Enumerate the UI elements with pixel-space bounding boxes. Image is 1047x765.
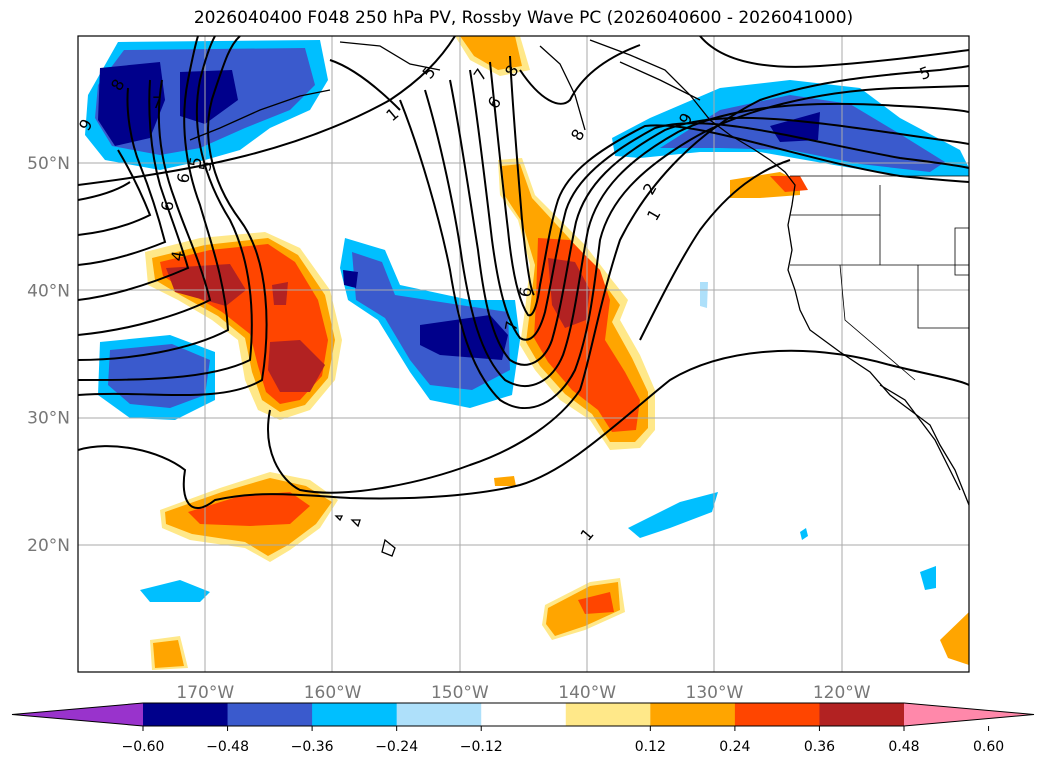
colorbar-segment — [227, 703, 313, 726]
negative-anomaly-west-subtropics — [98, 335, 215, 420]
state-borders — [790, 175, 969, 381]
negative-anomaly-small — [140, 282, 936, 602]
longitude-label: 160°W — [304, 683, 362, 703]
colorbar-segment — [565, 703, 651, 726]
colorbar-segment — [143, 703, 229, 726]
longitude-label: 150°W — [431, 683, 489, 703]
colorbar-extend-low — [12, 703, 143, 726]
colorbar-tick-label: 0.12 — [635, 739, 666, 755]
longitude-labels: 170°W 160°W 150°W 140°W 130°W 120°W — [176, 683, 870, 703]
colorbar-segment — [312, 703, 398, 726]
contour-label: 6 — [173, 171, 193, 184]
contour-label: 4 — [167, 249, 187, 262]
latitude-label: 50°N — [27, 154, 70, 174]
coastlines — [189, 39, 969, 557]
colorbar-segment — [396, 703, 482, 726]
latitude-label: 30°N — [27, 409, 70, 429]
colorbar — [11, 702, 1035, 727]
gridlines — [78, 36, 969, 672]
map-frame — [77, 35, 970, 673]
map-title: 2026040400 F048 250 hPa PV, Rossby Wave … — [193, 8, 854, 28]
map-plot-area: 8 7 6 5 1 5 7 8 6 8 9 6 5 4 9 2 1 6 7 1 … — [78, 36, 969, 672]
colorbar-segment — [819, 703, 905, 726]
contour-label: 5 — [195, 159, 215, 172]
contour-label: 6 — [157, 199, 177, 212]
longitude-label: 130°W — [686, 683, 744, 703]
colorbar-tick-label: 0.36 — [804, 739, 835, 755]
latitude-label: 40°N — [27, 281, 70, 301]
colorbar-segment — [650, 703, 736, 726]
negative-anomaly-central-pacific — [340, 238, 520, 408]
latitude-label: 20°N — [27, 536, 70, 556]
colorbar-tick-labels: −0.60 −0.48 −0.36 −0.24 −0.12 0.12 0.24 0.36 0.4… — [122, 726, 1004, 755]
positive-anomaly-west-pacific — [145, 232, 342, 420]
colorbar-segment — [481, 703, 567, 726]
colorbar-tick-label: 0.60 — [973, 739, 1004, 755]
colorbar-tick-label: −0.36 — [291, 739, 334, 755]
contour-label: 6 — [515, 285, 535, 298]
latitude-labels: 50°N 40°N 30°N 20°N — [27, 154, 70, 556]
longitude-label: 140°W — [558, 683, 616, 703]
contour-label: 7 — [501, 319, 521, 332]
colorbar-segment — [734, 703, 820, 726]
pv-contours — [78, 36, 969, 510]
longitude-label: 120°W — [813, 683, 871, 703]
colorbar-tick-label: −0.48 — [206, 739, 249, 755]
colorbar-tick-label: −0.24 — [375, 739, 418, 755]
contour-label: 5 — [185, 155, 205, 168]
colorbar-tick-label: −0.12 — [460, 739, 503, 755]
colorbar-tick-label: 0.24 — [719, 739, 750, 755]
longitude-label: 170°W — [176, 683, 234, 703]
colorbar-extend-high — [904, 703, 1034, 726]
colorbar-tick-label: 0.48 — [888, 739, 919, 755]
contour-label: 7 — [152, 93, 162, 112]
colorbar-tick-label: −0.60 — [122, 739, 165, 755]
